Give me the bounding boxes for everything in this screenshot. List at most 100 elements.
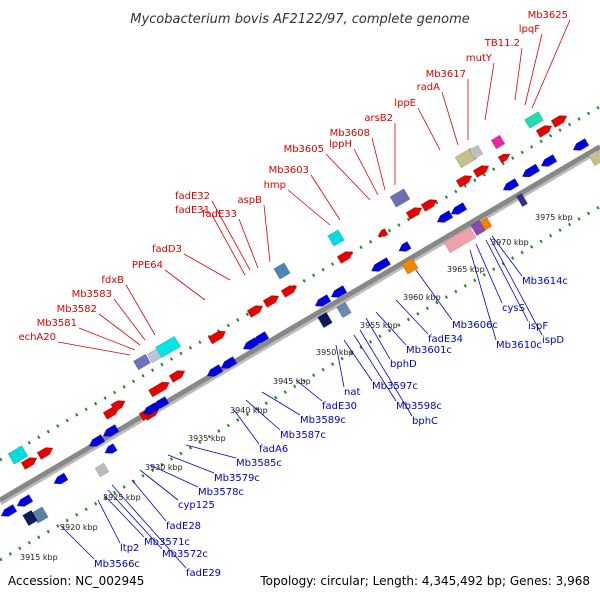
forward-leader-line: [183, 253, 231, 281]
reverse-gene-arrow: [53, 472, 69, 485]
feature-box: [516, 192, 528, 208]
reverse-leader-line: [97, 499, 121, 544]
forward-gene-arrow: [20, 457, 38, 470]
forward-gene-arrow: [455, 175, 473, 188]
forward-leader-line: [514, 47, 523, 101]
feature-box: [490, 134, 506, 150]
reverse-gene-label: Mb3606c: [452, 320, 498, 331]
feature-box: [22, 509, 38, 527]
forward-leader-line: [287, 189, 331, 226]
kbp-ticks: 3915 kbp 3920 kbp 3925 kbp 3930 kbp 3935 kbp…: [20, 213, 573, 562]
forward-gene-label: fadE32: [175, 191, 210, 202]
kbp-tick-label: 3975 kbp: [535, 213, 573, 222]
forward-gene-label: Mb3581: [37, 318, 77, 329]
reverse-gene-label: Mb3601c: [406, 345, 452, 356]
forward-gene-label: Mb3603: [269, 165, 309, 176]
forward-gene-arrow: [472, 165, 490, 178]
reverse-leader-line: [475, 243, 503, 304]
forward-gene-arrow: [497, 153, 511, 164]
forward-leader-line: [353, 148, 379, 196]
forward-gene-label: aspB: [237, 195, 262, 206]
reverse-gene-arrow: [220, 356, 238, 369]
feature-box: [317, 311, 333, 329]
forward-leader-line: [98, 313, 141, 346]
feature-box: [389, 188, 411, 208]
reverse-leader-line: [365, 317, 391, 360]
forward-gene-arrow: [168, 370, 186, 383]
forward-gene-label: hmp: [264, 180, 286, 191]
reverse-leader-line: [59, 524, 95, 560]
forward-gene-arrow: [550, 115, 568, 128]
reverse-gene-arrow: [102, 424, 120, 437]
reverse-gene-arrow: [572, 138, 590, 151]
reverse-gene-arrow: [398, 241, 412, 252]
forward-leader-line: [125, 284, 156, 336]
reverse-leader-line: [415, 269, 453, 321]
reverse-leader-line: [185, 444, 237, 459]
feature-box: [7, 445, 29, 465]
feature-box: [468, 144, 484, 160]
forward-gene-label: arsB2: [364, 113, 393, 124]
feature-box: [327, 229, 345, 247]
forward-leader-line: [531, 19, 571, 109]
reverse-leader-line: [149, 464, 199, 488]
reverse-gene-label: Mb3589c: [300, 415, 346, 426]
forward-leader-line: [484, 62, 495, 121]
kbp-tick-label: 3955 kbp: [360, 321, 398, 330]
forward-leader-line: [211, 214, 246, 276]
reverse-gene-label: cysS: [502, 303, 525, 314]
reverse-leader-line: [489, 237, 543, 336]
reverse-leader-line: [103, 494, 145, 538]
forward-leader-line: [524, 33, 543, 106]
forward-gene-arrow: [535, 125, 553, 138]
reverse-gene-label: Mb3566c: [94, 559, 140, 570]
reverse-gene-label: ispF: [528, 321, 548, 332]
reverse-gene-arrow: [502, 178, 520, 191]
reverse-gene-arrow: [104, 443, 118, 454]
kbp-tick-label: 3960 kbp: [403, 293, 441, 302]
forward-gene-label: echA20: [18, 332, 56, 343]
forward-gene-label: fadE31: [175, 205, 210, 216]
reverse-gene-arrow: [206, 364, 224, 377]
kbp-tick-label: 3925 kbp: [103, 493, 141, 502]
kbp-tick-label: 3930 kbp: [145, 463, 183, 472]
reverse-gene-arrow: [88, 434, 106, 447]
forward-gene-arrow: [336, 251, 354, 264]
reverse-leader-line: [359, 329, 413, 417]
map-title: Mycobacterium bovis AF2122/97, complete …: [130, 12, 469, 27]
reverse-leader-line: [107, 489, 163, 550]
upper-dotted-line: [0, 105, 600, 462]
forward-leader-line: [211, 200, 251, 271]
reverse-gene-label: Mb3585c: [236, 458, 282, 469]
reverse-leader-line: [343, 339, 373, 382]
forward-gene-arrow: [207, 330, 227, 345]
reverse-gene-label: fadE30: [322, 401, 357, 412]
reverse-gene-label: ltp2: [120, 543, 139, 554]
reverse-gene-label: nat: [344, 387, 360, 398]
topology-text: Topology: circular; Length: 4,345,492 bp…: [259, 574, 590, 588]
feature-box: [336, 301, 352, 319]
feature-box: [401, 257, 419, 275]
forward-gene-arrow: [262, 295, 280, 308]
feature-box: [146, 348, 162, 364]
kbp-tick-label: 3950 kbp: [316, 348, 354, 357]
reverse-gene-arrow: [436, 210, 454, 223]
reverse-leader-line: [395, 299, 429, 335]
gene-labels: echA20 Mb3581 Mb3582 Mb3583 fdxB PPE64 fadD3 fa…: [18, 10, 568, 579]
reverse-leader-line: [139, 469, 179, 501]
reverse-gene-arrow: [521, 163, 541, 178]
forward-gene-arrow: [36, 447, 54, 460]
forward-leader-line: [78, 327, 136, 351]
forward-leader-line: [263, 204, 271, 263]
forward-gene-label: TB11.2: [484, 38, 520, 49]
forward-gene-arrow: [280, 285, 298, 298]
kbp-tick-label: 3945 kbp: [273, 377, 311, 386]
forward-gene-label: mutY: [466, 53, 493, 64]
reverse-leader-line: [233, 409, 260, 445]
forward-leader-line: [164, 269, 206, 301]
reverse-gene-arrow: [0, 504, 18, 517]
feature-box: [155, 335, 181, 359]
reverse-leader-line: [261, 391, 301, 416]
reverse-gene-arrow: [370, 257, 391, 272]
reverse-leader-line: [485, 239, 529, 322]
